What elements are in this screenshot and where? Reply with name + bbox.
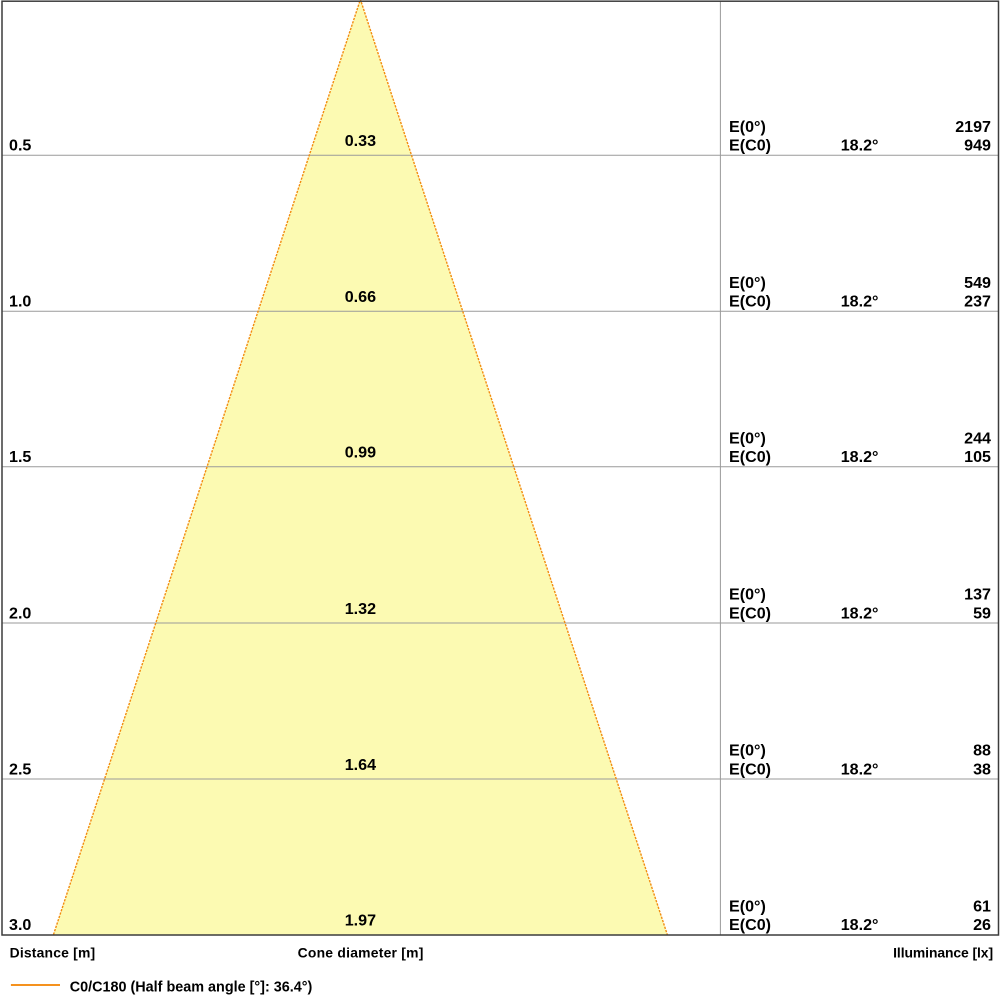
svg-text:Illuminance [lx]: Illuminance [lx] xyxy=(893,945,993,961)
svg-text:18.2°: 18.2° xyxy=(841,604,879,622)
svg-text:1.64: 1.64 xyxy=(345,756,376,774)
svg-text:26: 26 xyxy=(973,916,991,934)
svg-text:0.33: 0.33 xyxy=(345,132,376,150)
svg-text:237: 237 xyxy=(964,293,991,311)
svg-text:549: 549 xyxy=(964,274,991,292)
svg-text:Distance [m]: Distance [m] xyxy=(10,945,96,961)
svg-text:1.0: 1.0 xyxy=(9,293,31,311)
svg-text:E(C0): E(C0) xyxy=(729,448,771,466)
svg-text:E(0°): E(0°) xyxy=(729,429,766,447)
svg-text:18.2°: 18.2° xyxy=(841,137,879,155)
svg-text:E(C0): E(C0) xyxy=(729,604,771,622)
svg-text:949: 949 xyxy=(964,137,991,155)
svg-text:1.97: 1.97 xyxy=(345,912,376,930)
svg-text:2.0: 2.0 xyxy=(9,604,31,622)
svg-text:18.2°: 18.2° xyxy=(841,760,879,778)
svg-text:2197: 2197 xyxy=(955,118,991,136)
svg-text:18.2°: 18.2° xyxy=(841,448,879,466)
svg-text:Cone diameter [m]: Cone diameter [m] xyxy=(298,945,424,961)
svg-text:3.0: 3.0 xyxy=(9,916,31,934)
svg-text:1.5: 1.5 xyxy=(9,448,31,466)
svg-text:E(0°): E(0°) xyxy=(729,274,766,292)
svg-text:0.99: 0.99 xyxy=(345,444,376,462)
svg-text:0.5: 0.5 xyxy=(9,137,31,155)
svg-text:E(0°): E(0°) xyxy=(729,742,766,760)
svg-text:2.5: 2.5 xyxy=(9,760,31,778)
svg-text:C0/C180 (Half beam angle [°]:: C0/C180 (Half beam angle [°]: 36.4°) xyxy=(70,980,313,996)
svg-text:E(C0): E(C0) xyxy=(729,916,771,934)
svg-text:0.66: 0.66 xyxy=(345,288,376,306)
svg-text:105: 105 xyxy=(964,448,991,466)
svg-text:18.2°: 18.2° xyxy=(841,293,879,311)
svg-text:E(C0): E(C0) xyxy=(729,760,771,778)
svg-text:E(0°): E(0°) xyxy=(729,897,766,915)
svg-text:61: 61 xyxy=(973,897,991,915)
svg-text:244: 244 xyxy=(964,429,991,447)
svg-text:E(0°): E(0°) xyxy=(729,586,766,604)
svg-text:E(0°): E(0°) xyxy=(729,118,766,136)
svg-text:59: 59 xyxy=(973,604,991,622)
svg-text:88: 88 xyxy=(973,742,991,760)
svg-text:38: 38 xyxy=(973,760,991,778)
svg-text:E(C0): E(C0) xyxy=(729,293,771,311)
svg-text:18.2°: 18.2° xyxy=(841,916,879,934)
svg-text:1.32: 1.32 xyxy=(345,600,376,618)
svg-text:137: 137 xyxy=(964,586,991,604)
svg-text:E(C0): E(C0) xyxy=(729,137,771,155)
